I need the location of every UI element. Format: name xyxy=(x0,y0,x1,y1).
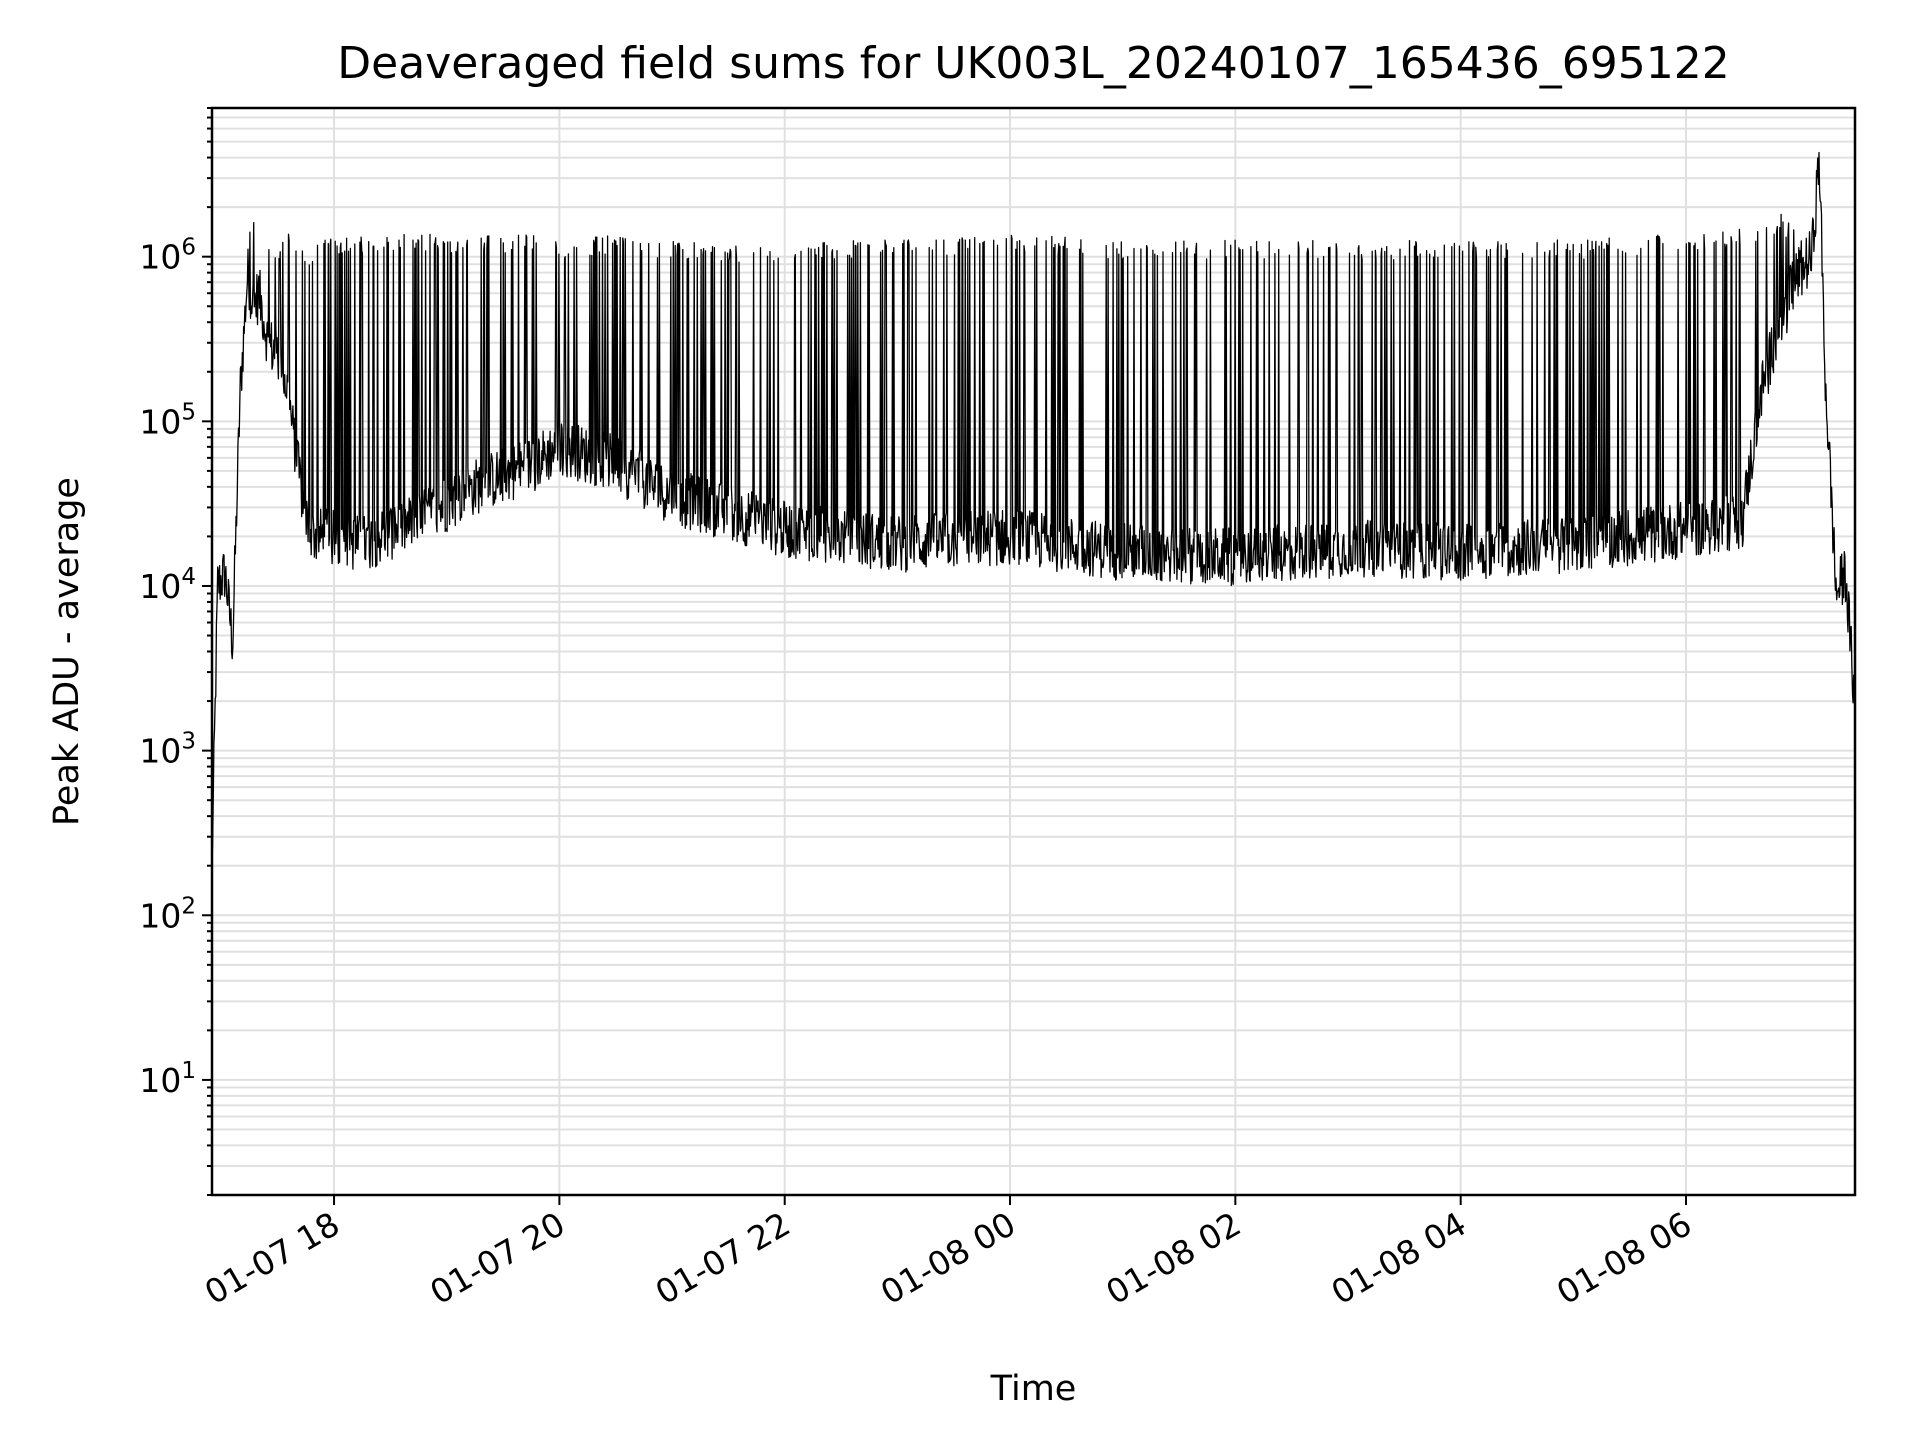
y-tick-label: 101 xyxy=(139,1058,196,1100)
y-tick-label: 102 xyxy=(139,893,196,935)
y-tick-label: 103 xyxy=(139,729,196,771)
chart-title: Deaveraged field sums for UK003L_2024010… xyxy=(337,38,1729,89)
x-tick-label: 01-07 20 xyxy=(423,1204,571,1312)
x-tick-label: 01-08 04 xyxy=(1325,1204,1473,1312)
x-tick-label: 01-08 02 xyxy=(1099,1204,1247,1312)
x-tick-label: 01-07 22 xyxy=(649,1204,797,1312)
x-tick-label: 01-08 00 xyxy=(874,1204,1022,1312)
x-tick-label: 01-08 06 xyxy=(1550,1204,1698,1312)
y-tick-label: 105 xyxy=(139,399,196,441)
x-axis-label: Time xyxy=(990,1369,1077,1409)
y-tick-label: 106 xyxy=(139,235,196,277)
series-line xyxy=(211,151,1856,857)
y-axis-label: Peak ADU - average xyxy=(47,477,87,826)
y-axis-ticks: 101 102 103 104 105 106 xyxy=(139,107,212,1196)
x-axis-ticks: 01-07 18 01-07 20 01-07 22 01-08 00 01-08 02… xyxy=(198,1195,1698,1312)
x-tick-label: 01-07 18 xyxy=(198,1204,346,1312)
series-line-layer xyxy=(211,151,1856,857)
y-tick-label: 104 xyxy=(139,564,196,606)
